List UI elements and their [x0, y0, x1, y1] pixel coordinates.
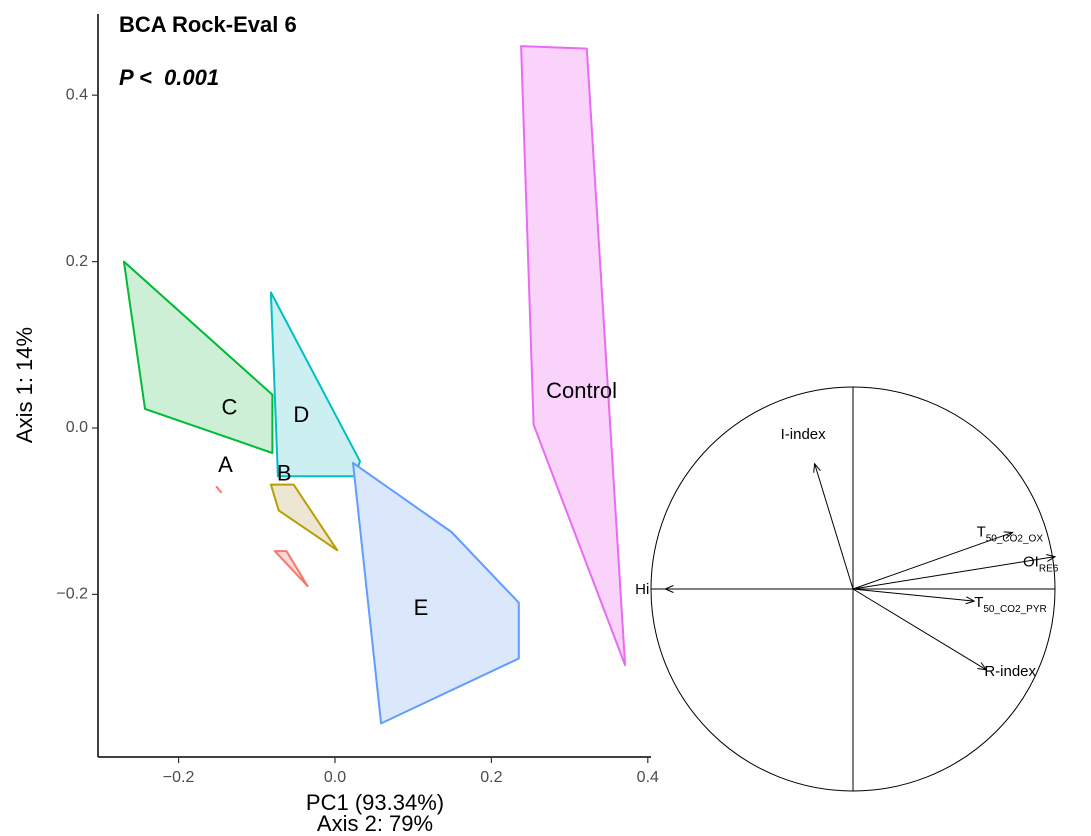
x-tick-label: 0.4	[637, 769, 659, 786]
variable-name: Hi	[635, 581, 649, 598]
arrowhead-i-index	[813, 462, 821, 473]
variable-subscript: 50_CO2_PYR	[983, 604, 1046, 615]
group-label-b: B	[277, 460, 292, 485]
group-label-e: E	[414, 595, 429, 620]
arrow-t50-co2-ox	[852, 531, 1013, 590]
chart-subtitle: P < 0.001	[119, 65, 219, 90]
variable-label-oire6: OIRE6	[1023, 554, 1059, 575]
arrowhead-r-index	[977, 662, 988, 671]
variable-label-i-index: I-index	[781, 426, 827, 443]
group-labels: Control C D E B A	[218, 378, 617, 620]
variable-name: I-index	[781, 426, 827, 443]
y-tick-label: −0.2	[56, 586, 88, 603]
x-tick-label: 0.2	[480, 769, 502, 786]
correlation-circle: I-indexT50_CO2_OXOIRE6HiT50_CO2_PYRR-ind…	[635, 386, 1059, 792]
hull-a	[273, 550, 309, 588]
axes	[97, 14, 651, 758]
variable-label-t50-co2-ox: T50_CO2_OX	[977, 523, 1044, 544]
group-label-c: C	[221, 395, 237, 420]
hull-b	[269, 483, 339, 552]
group-label-control: Control	[546, 378, 617, 403]
arrowhead-hi	[663, 585, 674, 593]
arrowhead-t50-co2-ox	[1003, 531, 1014, 539]
arrow-r-index	[852, 588, 987, 671]
arrow-oire6	[852, 556, 1056, 590]
variable-name: OI	[1023, 554, 1039, 571]
y-tick-label: 0.4	[66, 86, 88, 103]
variable-name: T	[974, 594, 983, 611]
y-axis-title: Axis 1: 14%	[12, 327, 37, 443]
axis-ticks: −0.2 0.0 0.2 0.4 −0.2 0.0 0.2 0.4	[56, 86, 659, 786]
hull-e	[352, 461, 520, 725]
y-tick-label: 0.2	[66, 253, 88, 270]
hull-a-fragment	[215, 485, 223, 494]
variable-label-hi: Hi	[635, 581, 649, 598]
variable-label-r-index: R-index	[984, 663, 1036, 680]
group-label-d: D	[293, 402, 309, 427]
variable-subscript: RE6	[1039, 564, 1059, 575]
variable-name: T	[977, 523, 986, 540]
hull-c	[122, 260, 274, 454]
x-tick-label: −0.2	[163, 769, 195, 786]
variable-label-t50-co2-pyr: T50_CO2_PYR	[974, 594, 1047, 615]
arrow-t50-co2-pyr	[852, 588, 975, 602]
hull-d	[269, 291, 361, 478]
variable-arrows: I-indexT50_CO2_OXOIRE6HiT50_CO2_PYRR-ind…	[635, 426, 1059, 680]
variable-name: R-index	[984, 663, 1036, 680]
chart-title: BCA Rock-Eval 6	[119, 12, 297, 37]
group-hulls	[122, 45, 627, 725]
hull-control	[520, 45, 627, 667]
arrowhead-t50-co2-pyr	[965, 596, 976, 605]
x-axis-title-obscured: PC1 (93.34%)	[306, 790, 444, 815]
arrowhead-oire6	[1046, 554, 1057, 562]
group-label-a: A	[218, 452, 233, 477]
arrow-i-index	[814, 463, 854, 590]
x-axis-title: Axis 2: 79%	[317, 811, 433, 836]
x-tick-label: 0.0	[324, 769, 346, 786]
variable-subscript: 50_CO2_OX	[986, 533, 1044, 544]
y-tick-label: 0.0	[66, 419, 88, 436]
